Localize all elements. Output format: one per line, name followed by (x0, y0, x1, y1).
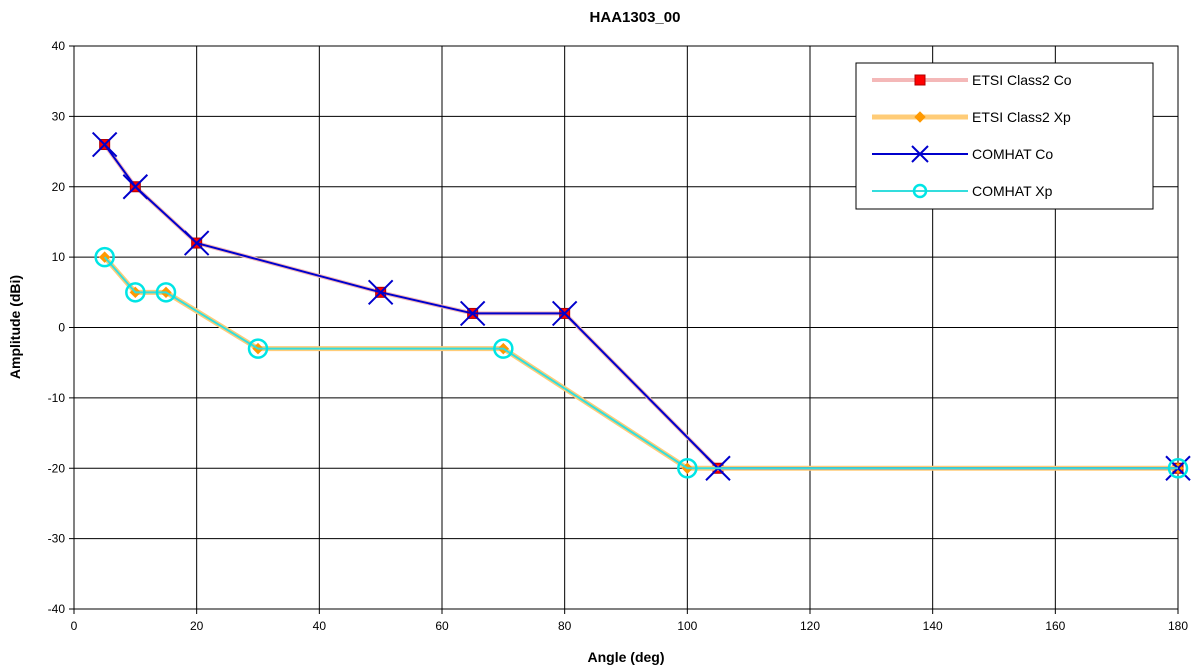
y-tick-label: -20 (48, 461, 66, 475)
circle-marker (912, 183, 928, 199)
x-tick-label: 140 (923, 619, 943, 633)
circle-marker (94, 246, 115, 268)
legend-label: COMHAT Xp (972, 183, 1053, 199)
x-tick-label: 20 (190, 619, 204, 633)
x-axis-label: Angle (deg) (588, 649, 665, 665)
y-tick-label: -10 (48, 391, 66, 405)
x-tick-label: 0 (71, 619, 78, 633)
x-tick-label: 160 (1045, 619, 1065, 633)
legend: ETSI Class2 Co ETSI Class2 Xp COMHAT Co COM… (855, 62, 1154, 210)
circle-marker (677, 458, 698, 479)
legend-label: ETSI Class2 Co (972, 72, 1072, 88)
circle-marker (1167, 458, 1189, 479)
chart-title: HAA1303_00 (590, 9, 681, 26)
legend-label: ETSI Class2 Xp (972, 109, 1071, 125)
circle-marker (155, 282, 177, 303)
x-marker (122, 174, 149, 200)
y-axis-ticks: 40 30 20 10 0 -10 -20 -30 -40 (48, 39, 74, 616)
legend-item: ETSI Class2 Xp (872, 109, 1071, 125)
square-marker (914, 74, 926, 86)
series-comhat-co (91, 131, 1191, 481)
series-line (103, 256, 1178, 470)
legend-item: COMHAT Co (872, 145, 1053, 163)
y-axis-label: Amplitude (dBi) (7, 275, 23, 379)
x-marker (459, 300, 486, 327)
x-marker (367, 279, 394, 306)
x-tick-label: 120 (800, 619, 820, 633)
x-axis-ticks: 0 20 40 60 80 100 120 140 160 180 (71, 609, 1188, 633)
y-tick-label: 40 (52, 39, 66, 53)
legend-box (855, 62, 1154, 210)
series-layer (91, 131, 1191, 481)
x-tick-label: 100 (677, 619, 697, 633)
x-marker (183, 230, 210, 256)
y-tick-label: 0 (58, 321, 65, 335)
x-marker (551, 300, 578, 327)
legend-label: COMHAT Co (972, 146, 1053, 162)
legend-items: ETSI Class2 Co ETSI Class2 Xp COMHAT Co COM… (872, 72, 1072, 199)
x-tick-label: 80 (558, 619, 572, 633)
x-marker (911, 145, 929, 163)
x-tick-label: 40 (313, 619, 327, 633)
series-comhat-xp (94, 246, 1189, 479)
legend-item: ETSI Class2 Co (872, 72, 1072, 88)
y-tick-label: -30 (48, 532, 66, 546)
y-tick-label: 20 (52, 180, 66, 194)
x-marker (91, 131, 118, 158)
diamond-marker (914, 111, 926, 123)
x-tick-label: 60 (435, 619, 449, 633)
circle-marker (493, 338, 514, 359)
y-tick-label: -40 (48, 602, 66, 616)
legend-item: COMHAT Xp (872, 183, 1053, 199)
circle-marker (125, 282, 146, 303)
x-tick-label: 180 (1168, 619, 1188, 633)
y-tick-label: 30 (52, 109, 66, 123)
y-tick-label: 10 (52, 250, 66, 264)
circle-marker (247, 338, 269, 359)
